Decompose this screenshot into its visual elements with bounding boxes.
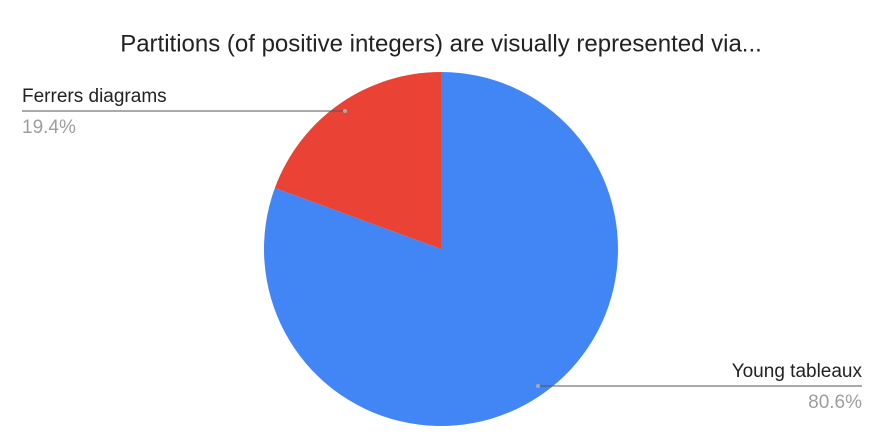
pie-slice [274,72,441,249]
chart-title: Partitions (of positive integers) are vi… [120,30,762,57]
slice-value: 80.6% [808,392,862,413]
slice-value: 19.4% [22,117,76,138]
slice-label: Ferrers diagrams [22,86,167,107]
leader-dot [343,109,347,113]
slice-label: Young tableaux [732,361,863,382]
leader-dot [536,384,540,388]
